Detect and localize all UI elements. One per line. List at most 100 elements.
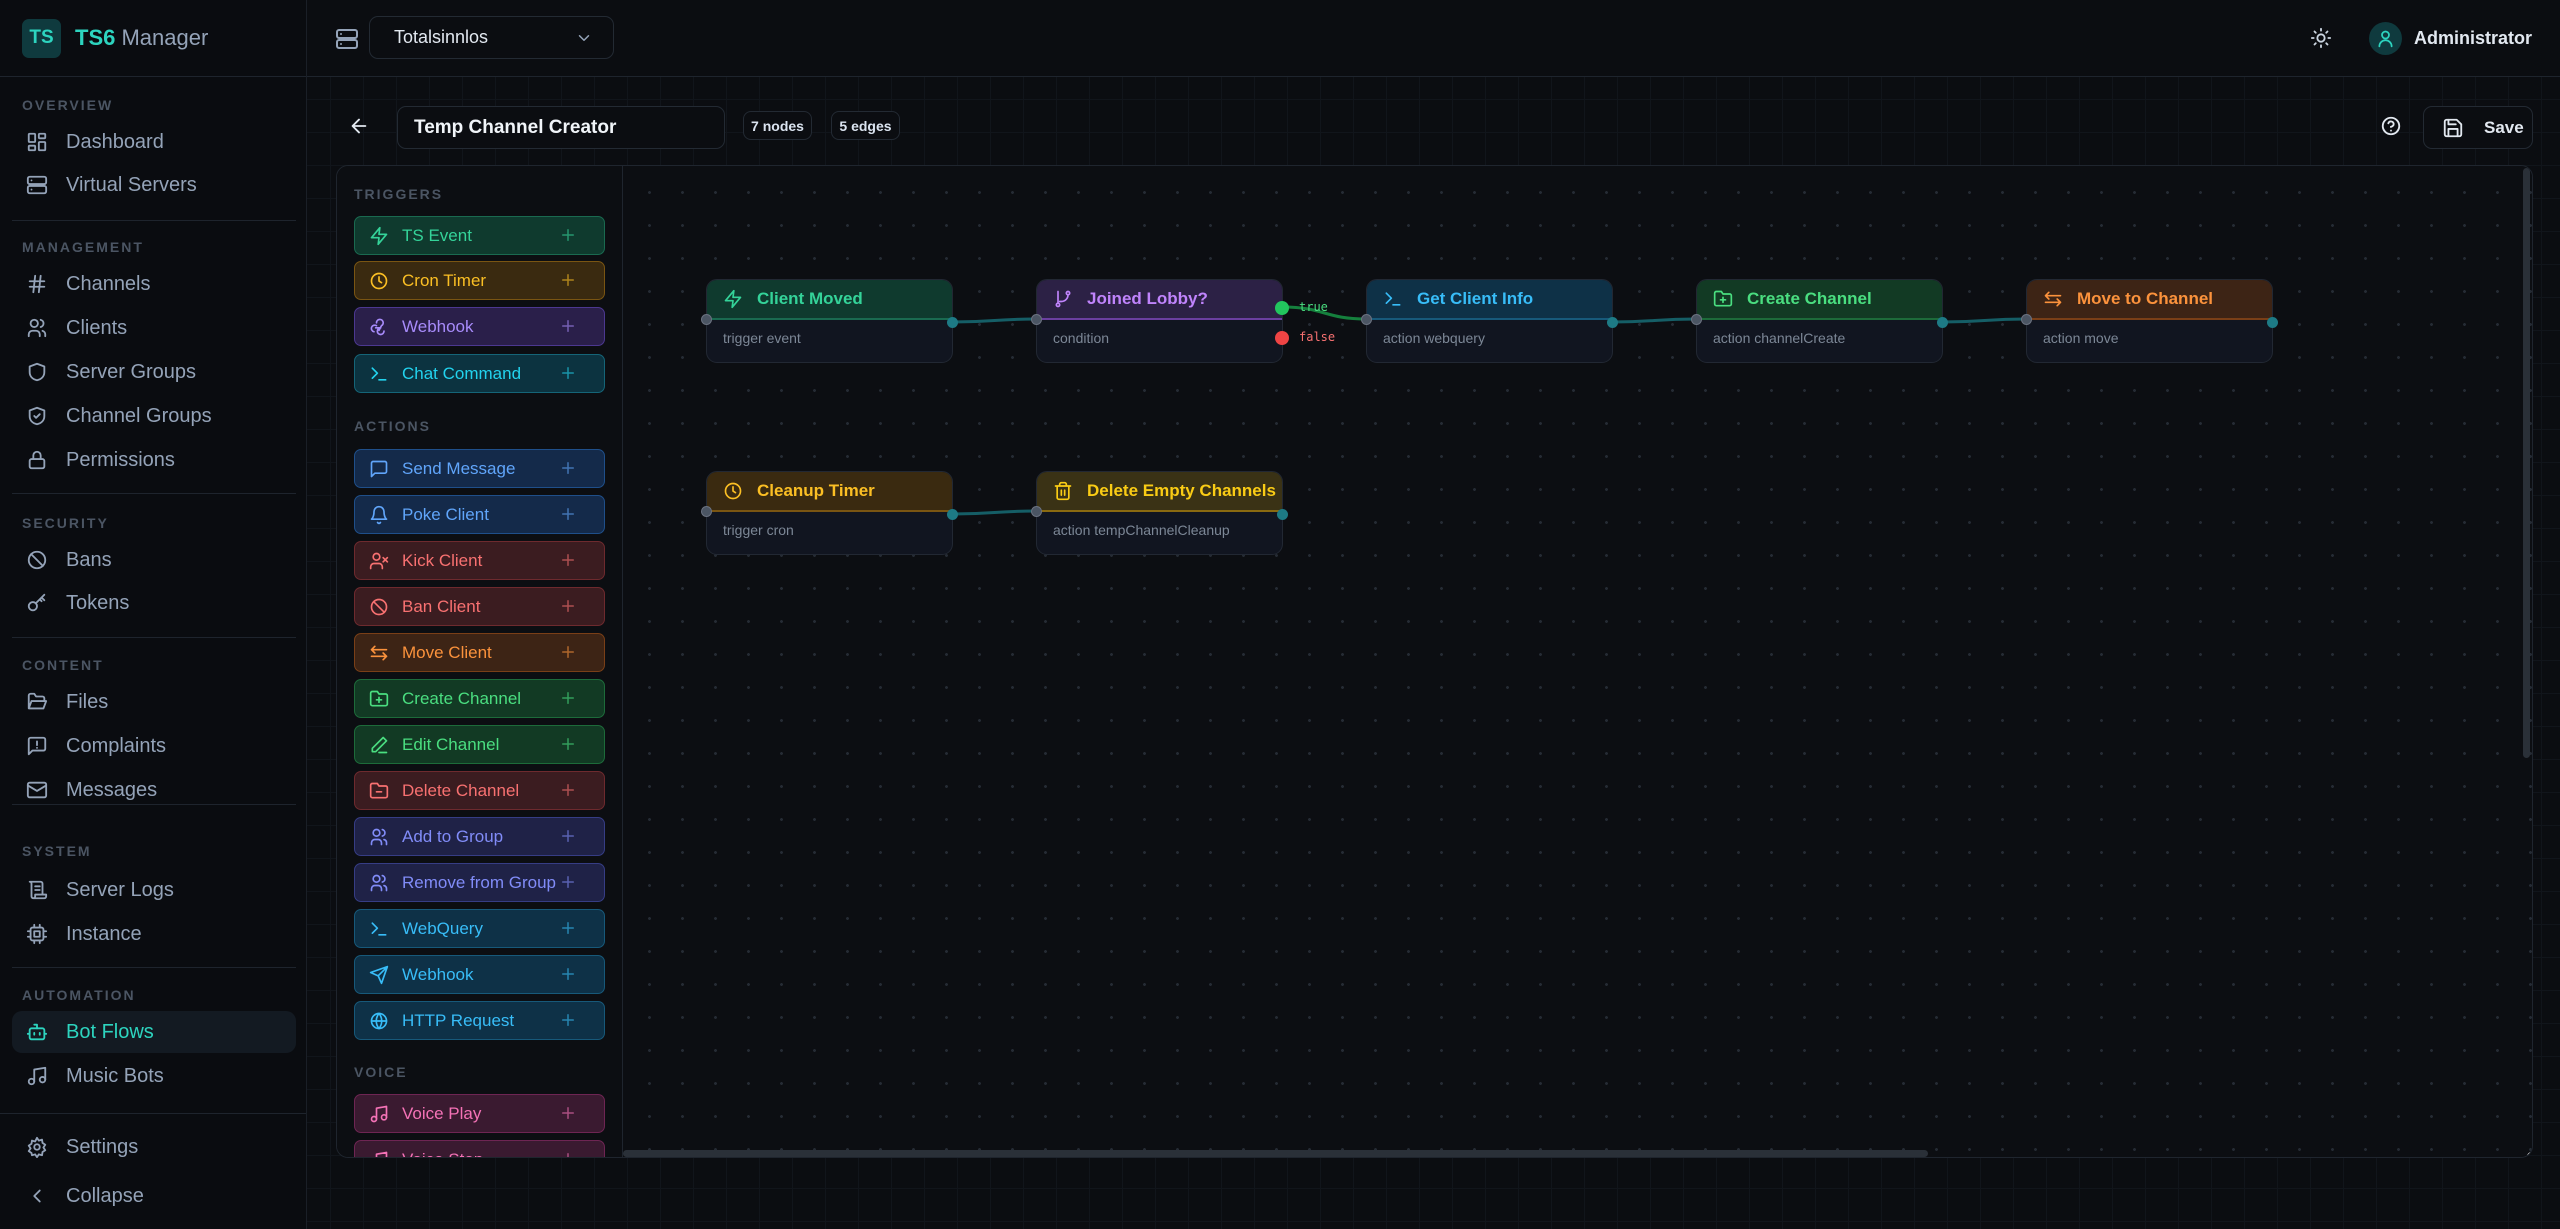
flow-node-joined-lobby[interactable]: Joined Lobby? condition true false	[1031, 279, 1335, 363]
arrow-left-icon[interactable]	[348, 115, 370, 137]
output-handle[interactable]	[1937, 317, 1948, 328]
flow-node-delete-empty-channels[interactable]: Delete Empty Channels action tempChannelC…	[1031, 471, 1288, 555]
palette-item-move-client[interactable]: Move Client	[354, 633, 605, 672]
sidebar-item-dashboard[interactable]: Dashboard	[12, 121, 296, 163]
save-button[interactable]: Save	[2423, 106, 2533, 149]
sidebar-item-channel-groups[interactable]: Channel Groups	[12, 395, 296, 437]
input-handle[interactable]	[1361, 314, 1372, 325]
output-handle[interactable]	[1277, 509, 1288, 520]
output-handle[interactable]	[947, 509, 958, 520]
flow-node-create-channel[interactable]: Create Channel action channelCreate	[1691, 279, 1948, 363]
sidebar-section-overview: OVERVIEW	[22, 97, 114, 113]
edge-n2-n3[interactable]	[1282, 305, 1367, 321]
sidebar-item-server-logs[interactable]: Server Logs	[12, 869, 296, 911]
sidebar-item-label: Bans	[66, 548, 112, 571]
edge-n6-n7[interactable]	[952, 509, 1037, 516]
avatar[interactable]	[2369, 22, 2402, 55]
palette-item-voice-play[interactable]: Voice Play	[354, 1094, 605, 1133]
palette-item-cron-timer[interactable]: Cron Timer	[354, 261, 605, 300]
palette-item-chat-command[interactable]: Chat Command	[354, 354, 605, 393]
palette-item-edit-channel[interactable]: Edit Channel	[354, 725, 605, 764]
input-handle[interactable]	[1691, 314, 1702, 325]
false-output-handle[interactable]	[1275, 331, 1289, 345]
palette-item-http-request[interactable]: HTTP Request	[354, 1001, 605, 1040]
horizontal-scrollbar[interactable]	[623, 1150, 1928, 1157]
input-handle[interactable]	[1031, 314, 1042, 325]
palette-item-ban-client[interactable]: Ban Client	[354, 587, 605, 626]
plus-icon	[559, 873, 577, 891]
sidebar-item-messages[interactable]: Messages	[12, 769, 296, 811]
palette-item-ts-event[interactable]: TS Event	[354, 216, 605, 255]
sidebar-item-collapse[interactable]: Collapse	[12, 1175, 296, 1217]
palette-item-remove-from-group[interactable]: Remove from Group	[354, 863, 605, 902]
sidebar-item-files[interactable]: Files	[12, 681, 296, 723]
sidebar-item-label: Permissions	[66, 448, 175, 471]
plus-icon	[559, 271, 577, 289]
palette-item-label: Webhook	[402, 964, 474, 984]
node-header: Cleanup Timer	[707, 472, 952, 512]
brand[interactable]: TS TS6 Manager	[0, 0, 306, 77]
node-header: Client Moved	[707, 280, 952, 320]
palette-item-webquery[interactable]: WebQuery	[354, 909, 605, 948]
input-handle[interactable]	[1031, 506, 1042, 517]
palette-item-webhook[interactable]: Webhook	[354, 307, 605, 346]
true-output-handle[interactable]	[1275, 301, 1289, 315]
sidebar-section-automation: AUTOMATION	[22, 987, 136, 1003]
sidebar-item-permissions[interactable]: Permissions	[12, 439, 296, 481]
palette-item-add-to-group[interactable]: Add to Group	[354, 817, 605, 856]
node-subtitle: action webquery	[1383, 330, 1485, 346]
palette-item-send-message[interactable]: Send Message	[354, 449, 605, 488]
output-handle[interactable]	[1607, 317, 1618, 328]
help-icon[interactable]	[2380, 115, 2402, 137]
output-handle[interactable]	[2267, 317, 2278, 328]
palette-item-create-channel[interactable]: Create Channel	[354, 679, 605, 718]
input-handle[interactable]	[701, 314, 712, 325]
flow-node-client-moved[interactable]: Client Moved trigger event	[701, 279, 958, 363]
plus-icon	[559, 597, 577, 615]
flow-node-move-to-channel[interactable]: Move to Channel action move	[2021, 279, 2278, 363]
bot-icon	[26, 1021, 48, 1043]
palette-item-label: Webhook	[402, 316, 474, 336]
input-handle[interactable]	[2021, 314, 2032, 325]
flow-node-cleanup-timer[interactable]: Cleanup Timer trigger cron	[701, 471, 958, 555]
input-handle[interactable]	[701, 506, 712, 517]
sidebar-item-channels[interactable]: Channels	[12, 263, 296, 305]
sidebar-item-tokens[interactable]: Tokens	[12, 582, 296, 624]
vertical-scrollbar[interactable]	[2523, 168, 2530, 758]
palette-item-label: Ban Client	[402, 596, 481, 616]
sidebar-item-clients[interactable]: Clients	[12, 307, 296, 349]
flow-node-get-client-info[interactable]: Get Client Info action webquery	[1361, 279, 1618, 363]
flow-name-input[interactable]	[397, 106, 725, 149]
app-logo: TS	[22, 18, 61, 58]
music-icon	[26, 1065, 48, 1087]
sidebar-item-virtual-servers[interactable]: Virtual Servers	[12, 164, 296, 206]
edges-count-badge: 5 edges	[831, 111, 900, 140]
server-select[interactable]: Totalsinnlos	[369, 16, 614, 59]
plus-icon	[559, 364, 577, 382]
zap-icon	[723, 289, 743, 309]
palette-item-voice-stop[interactable]: Voice Stop	[354, 1140, 605, 1157]
sidebar-item-complaints[interactable]: Complaints	[12, 725, 296, 767]
sidebar-item-instance[interactable]: Instance	[12, 913, 296, 955]
palette-item-delete-channel[interactable]: Delete Channel	[354, 771, 605, 810]
palette-item-poke-client[interactable]: Poke Client	[354, 495, 605, 534]
sidebar-item-label: Bot Flows	[66, 1020, 154, 1043]
sidebar-item-music-bots[interactable]: Music Bots	[12, 1055, 296, 1097]
resize-corner[interactable]	[2526, 1151, 2532, 1157]
edge-n4-n5[interactable]	[1942, 317, 2027, 324]
plus-icon	[559, 1150, 577, 1157]
palette-item-webhook[interactable]: Webhook	[354, 955, 605, 994]
nodes-count-badge: 7 nodes	[743, 111, 812, 140]
user-name[interactable]: Administrator	[2414, 28, 2533, 48]
sun-icon[interactable]	[2310, 27, 2332, 49]
sidebar-item-settings[interactable]: Settings	[12, 1126, 296, 1168]
flow-canvas[interactable]: Client Moved trigger event Joined Lobby? co…	[623, 166, 2532, 1157]
music-icon	[369, 1150, 389, 1157]
edge-n3-n4[interactable]	[1612, 317, 1697, 324]
sidebar-item-server-groups[interactable]: Server Groups	[12, 351, 296, 393]
sidebar-item-bot-flows[interactable]: Bot Flows	[12, 1011, 296, 1053]
sidebar-item-bans[interactable]: Bans	[12, 539, 296, 581]
output-handle[interactable]	[947, 317, 958, 328]
palette-item-kick-client[interactable]: Kick Client	[354, 541, 605, 580]
edge-n1-n2[interactable]	[952, 317, 1037, 324]
